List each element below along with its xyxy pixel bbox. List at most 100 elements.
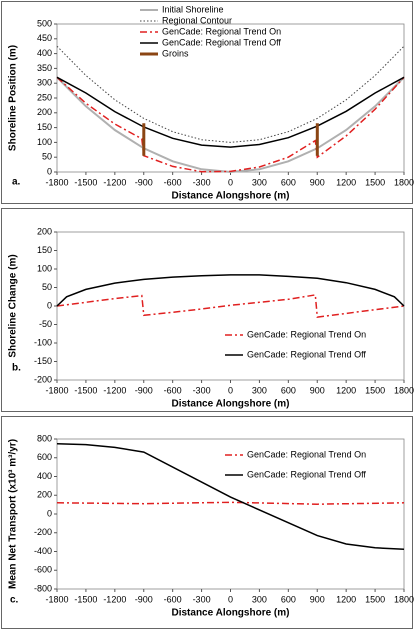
legend-label: GenCade: Regional Trend Off	[162, 37, 281, 47]
x-tick-label: 600	[281, 594, 296, 604]
y-tick-label: 50	[42, 152, 52, 162]
y-tick-label: 350	[37, 63, 52, 73]
x-tick-label: 300	[252, 385, 267, 395]
x-tick-label: 900	[310, 385, 325, 395]
y-tick-label: 50	[42, 282, 52, 292]
series-line	[56, 442, 405, 550]
x-tick-label: 1500	[365, 177, 385, 187]
y-tick-label: 200	[37, 490, 52, 500]
x-tick-label: 300	[252, 594, 267, 604]
x-tick-label: -300	[193, 594, 211, 604]
x-tick-label: 1800	[394, 385, 414, 395]
x-tick-label: 600	[281, 177, 296, 187]
x-tick-label: -1500	[74, 385, 97, 395]
x-tick-label: 1200	[336, 177, 356, 187]
y-tick-label: 300	[37, 78, 52, 88]
x-tick-label: 1800	[394, 594, 414, 604]
y-tick-label: 500	[37, 18, 52, 28]
plot-area	[56, 438, 405, 590]
x-tick-label: -900	[135, 177, 153, 187]
series-line	[56, 76, 405, 148]
y-tick-label: 400	[37, 471, 52, 481]
series-line	[56, 45, 405, 143]
series-line	[56, 76, 405, 173]
panel-label: c.	[10, 595, 19, 606]
panel-frame	[1, 416, 413, 629]
y-axis-title: Shoreline Change (m)	[8, 254, 19, 357]
x-tick-label: -1500	[74, 594, 97, 604]
series-line	[142, 123, 319, 156]
y-tick-label: 450	[37, 33, 52, 43]
legend-label: Regional Contour	[162, 15, 232, 25]
y-tick-label: 100	[37, 137, 52, 147]
y-tick-label: -800	[34, 583, 52, 593]
x-tick-label: 1200	[336, 385, 356, 395]
x-tick-label: 600	[281, 385, 296, 395]
x-tick-label: 1500	[365, 594, 385, 604]
panel-label: b.	[12, 363, 21, 374]
y-tick-label: -150	[34, 356, 52, 366]
x-tick-label: -1200	[103, 594, 126, 604]
x-tick-label: -600	[164, 385, 182, 395]
y-tick-label: 0	[47, 166, 52, 176]
y-tick-label: 100	[37, 263, 52, 273]
y-tick-label: 150	[37, 122, 52, 132]
legend-label: Groins	[162, 48, 189, 58]
y-tick-label: 800	[37, 433, 52, 443]
x-tick-label: -1800	[45, 177, 68, 187]
x-tick-label: 0	[228, 177, 233, 187]
x-tick-label: -300	[193, 385, 211, 395]
x-tick-label: -1800	[45, 385, 68, 395]
x-axis-title: Distance Alongshore (m)	[172, 191, 290, 202]
x-tick-label: 0	[228, 594, 233, 604]
x-tick-label: -1500	[74, 177, 97, 187]
x-tick-label: -300	[193, 177, 211, 187]
x-tick-label: 900	[310, 594, 325, 604]
x-tick-label: 300	[252, 177, 267, 187]
y-tick-label: -400	[34, 546, 52, 556]
panel-label: a.	[12, 177, 21, 188]
y-tick-label: -100	[34, 337, 52, 347]
legend-label: GenCade: Regional Trend On	[247, 449, 366, 459]
series-line	[56, 274, 405, 307]
y-tick-label: 0	[47, 508, 52, 518]
legend-label: GenCade: Regional Trend Off	[247, 349, 366, 359]
x-tick-label: 0	[228, 385, 233, 395]
x-tick-label: 1500	[365, 385, 385, 395]
y-tick-label: -50	[39, 319, 52, 329]
x-tick-label: 1200	[336, 594, 356, 604]
y-tick-label: 600	[37, 452, 52, 462]
y-axis-title: Mean Net Transport (x10³ m³/yr)	[8, 439, 19, 589]
legend-label: GenCade: Regional Trend On	[162, 26, 281, 36]
legend-label: Initial Shoreline	[162, 4, 224, 14]
y-tick-label: -600	[34, 565, 52, 575]
y-axis-title: Shoreline Position (m)	[8, 45, 19, 151]
y-tick-label: 0	[47, 300, 52, 310]
y-tick-label: 200	[37, 107, 52, 117]
x-tick-label: -900	[135, 385, 153, 395]
series-line	[56, 501, 405, 505]
legend-label: GenCade: Regional Trend On	[247, 329, 366, 339]
panel-frame	[1, 208, 413, 412]
x-tick-label: -1200	[103, 177, 126, 187]
x-axis-title: Distance Alongshore (m)	[172, 399, 290, 410]
series-line	[56, 294, 405, 318]
y-tick-label: 200	[37, 226, 52, 236]
panel-frame	[1, 1, 413, 204]
x-tick-label: -900	[135, 594, 153, 604]
y-tick-label: -200	[34, 374, 52, 384]
x-tick-label: -600	[164, 177, 182, 187]
y-tick-label: 250	[37, 92, 52, 102]
x-tick-label: -1800	[45, 594, 68, 604]
y-tick-label: 150	[37, 245, 52, 255]
x-axis-title: Distance Alongshore (m)	[172, 608, 290, 619]
x-tick-label: 1800	[394, 177, 414, 187]
series-line	[56, 76, 405, 174]
x-tick-label: 900	[310, 177, 325, 187]
legend-label: GenCade: Regional Trend Off	[247, 469, 366, 479]
y-tick-label: -200	[34, 527, 52, 537]
y-tick-label: 400	[37, 48, 52, 58]
x-tick-label: -1200	[103, 385, 126, 395]
